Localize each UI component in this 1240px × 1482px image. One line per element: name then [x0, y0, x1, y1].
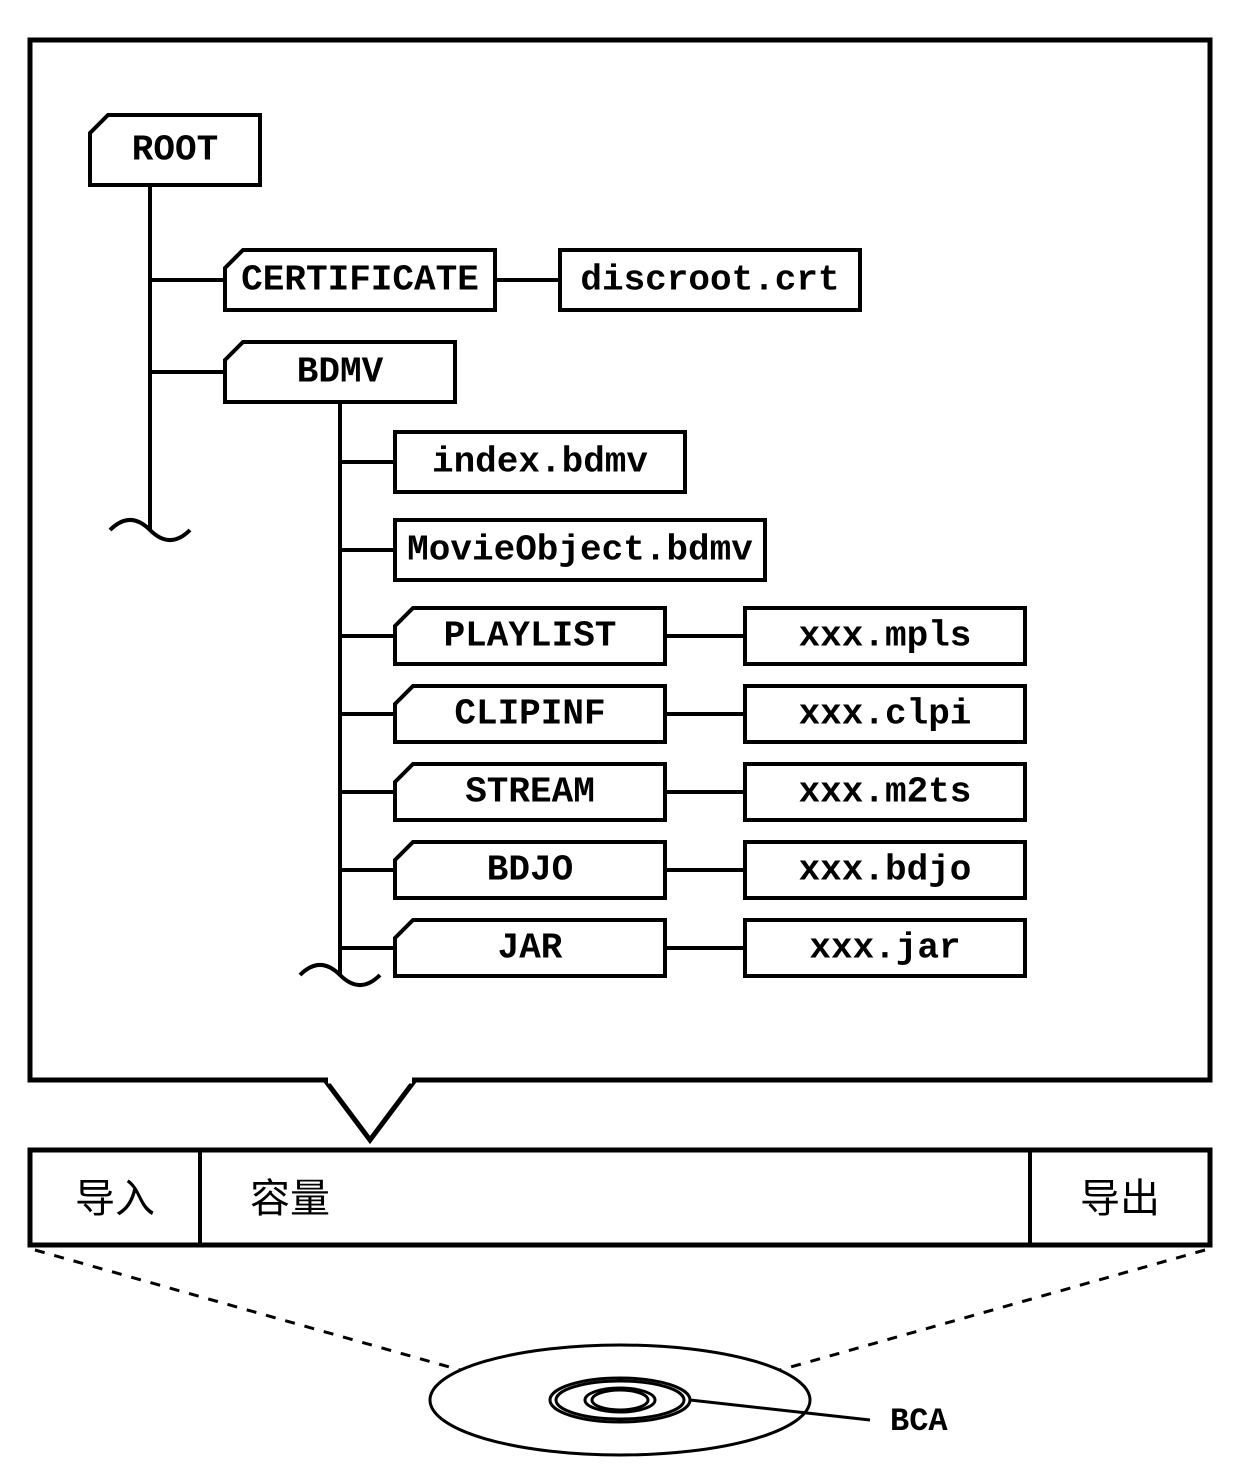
node-label-root: ROOT	[132, 130, 218, 171]
node-label-index: index.bdmv	[432, 442, 648, 483]
projection-line-left	[35, 1250, 460, 1370]
track-bar	[30, 1150, 1210, 1245]
lead-in-label: 导入	[75, 1166, 155, 1224]
disc-icon	[430, 1345, 810, 1455]
node-label-movieobj: MovieObject.bdmv	[407, 530, 753, 571]
projection-line-right	[780, 1250, 1205, 1370]
lead-out-label: 导出	[1080, 1166, 1160, 1224]
disc-ring	[592, 1390, 648, 1410]
node-label-jarfile: xxx.jar	[809, 928, 960, 969]
node-label-playlist: PLAYLIST	[444, 616, 617, 657]
node-label-discroot: discroot.crt	[580, 260, 839, 301]
node-label-certificate: CERTIFICATE	[241, 260, 479, 301]
pointer-notch	[325, 1080, 415, 1140]
node-label-stream: STREAM	[465, 772, 595, 813]
bca-label: BCA	[890, 1403, 948, 1440]
node-label-mpls: xxx.mpls	[799, 616, 972, 657]
capacity-label: 容量	[250, 1166, 330, 1224]
node-label-bdjo: BDJO	[487, 850, 573, 891]
disc-ring	[585, 1388, 655, 1412]
node-label-bdjofile: xxx.bdjo	[799, 850, 972, 891]
disc-ring	[550, 1378, 690, 1422]
node-label-clipinf: CLIPINF	[454, 694, 605, 735]
node-label-bdmv: BDMV	[297, 352, 384, 393]
node-label-m2ts: xxx.m2ts	[799, 772, 972, 813]
node-label-jar: JAR	[498, 928, 563, 969]
node-label-clpi: xxx.clpi	[799, 694, 972, 735]
